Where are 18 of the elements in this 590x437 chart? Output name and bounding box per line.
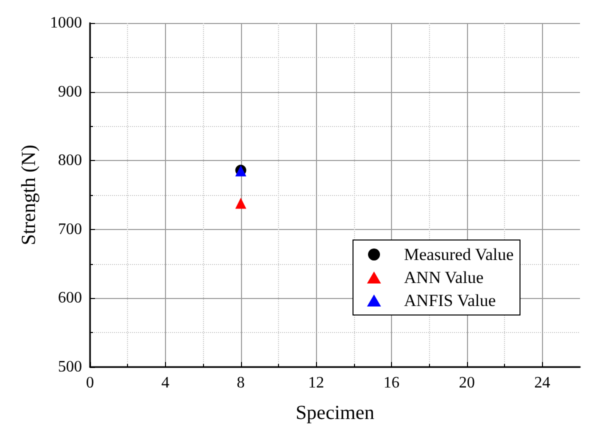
y-tick-label: 600 (58, 290, 82, 307)
y-tick-label: 1000 (50, 14, 82, 32)
x-tick-label: 8 (236, 374, 245, 392)
x-tick-label: 12 (308, 374, 324, 392)
y-axis-title: Strength (N) (18, 144, 40, 246)
legend-label: ANFIS Value (404, 291, 496, 310)
x-tick-label: 0 (86, 374, 94, 392)
x-tick-label: 4 (161, 374, 170, 392)
legend-label: ANN Value (404, 268, 484, 287)
y-tick-label: 700 (58, 220, 82, 238)
y-tick-label: 900 (58, 83, 82, 100)
y-tick-label: 500 (58, 358, 82, 376)
x-axis-title: Specimen (296, 402, 374, 424)
legend-label: Measured Value (404, 245, 514, 264)
x-tick-label: 16 (384, 374, 400, 392)
x-tick-label: 20 (458, 374, 475, 392)
x-tick-label: 24 (534, 374, 550, 392)
y-tick-label: 800 (58, 152, 82, 170)
